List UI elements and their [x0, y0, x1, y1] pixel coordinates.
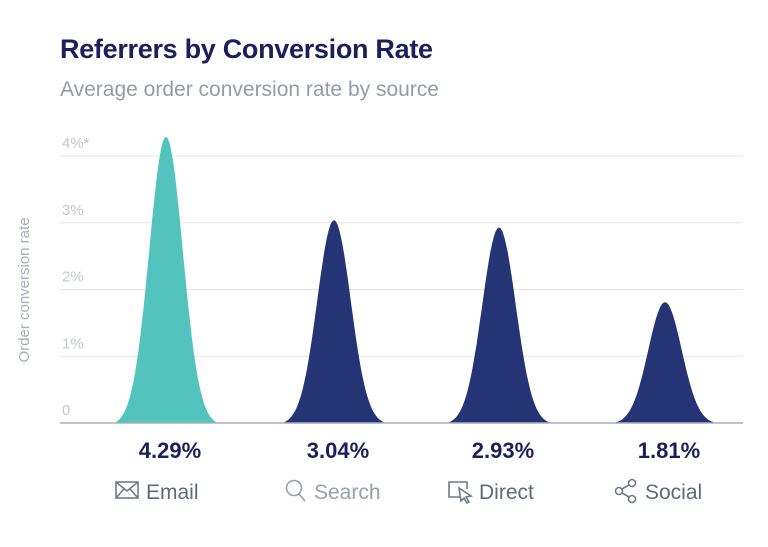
envelope-icon [115, 481, 139, 499]
value-label: 4.29% [139, 438, 201, 463]
magnifier-icon [285, 479, 306, 502]
y-tick-label: 3% [62, 202, 84, 219]
y-tick-label: 4%* [62, 135, 90, 152]
chart-title: Referrers by Conversion Rate [60, 34, 433, 64]
peak-social [613, 302, 717, 423]
y-tick-label: 2% [62, 269, 84, 286]
peak-email [114, 136, 218, 423]
category-label: Direct [479, 481, 534, 504]
y-tick-label: 1% [62, 335, 84, 352]
peak-direct [447, 227, 551, 423]
value-label: 2.93% [472, 438, 534, 463]
category-label: Search [314, 481, 381, 504]
category-label: Social [645, 481, 702, 504]
value-label: 3.04% [307, 438, 369, 463]
y-axis-label: Order conversion rate [16, 217, 33, 362]
share-icon [614, 478, 637, 504]
y-tick-label: 0 [62, 402, 70, 419]
value-label: 1.81% [638, 438, 700, 463]
peak-search [282, 220, 386, 423]
cursor-window-icon [448, 481, 474, 505]
category-label: Email [146, 481, 199, 504]
chart-subtitle: Average order conversion rate by source [60, 78, 439, 101]
